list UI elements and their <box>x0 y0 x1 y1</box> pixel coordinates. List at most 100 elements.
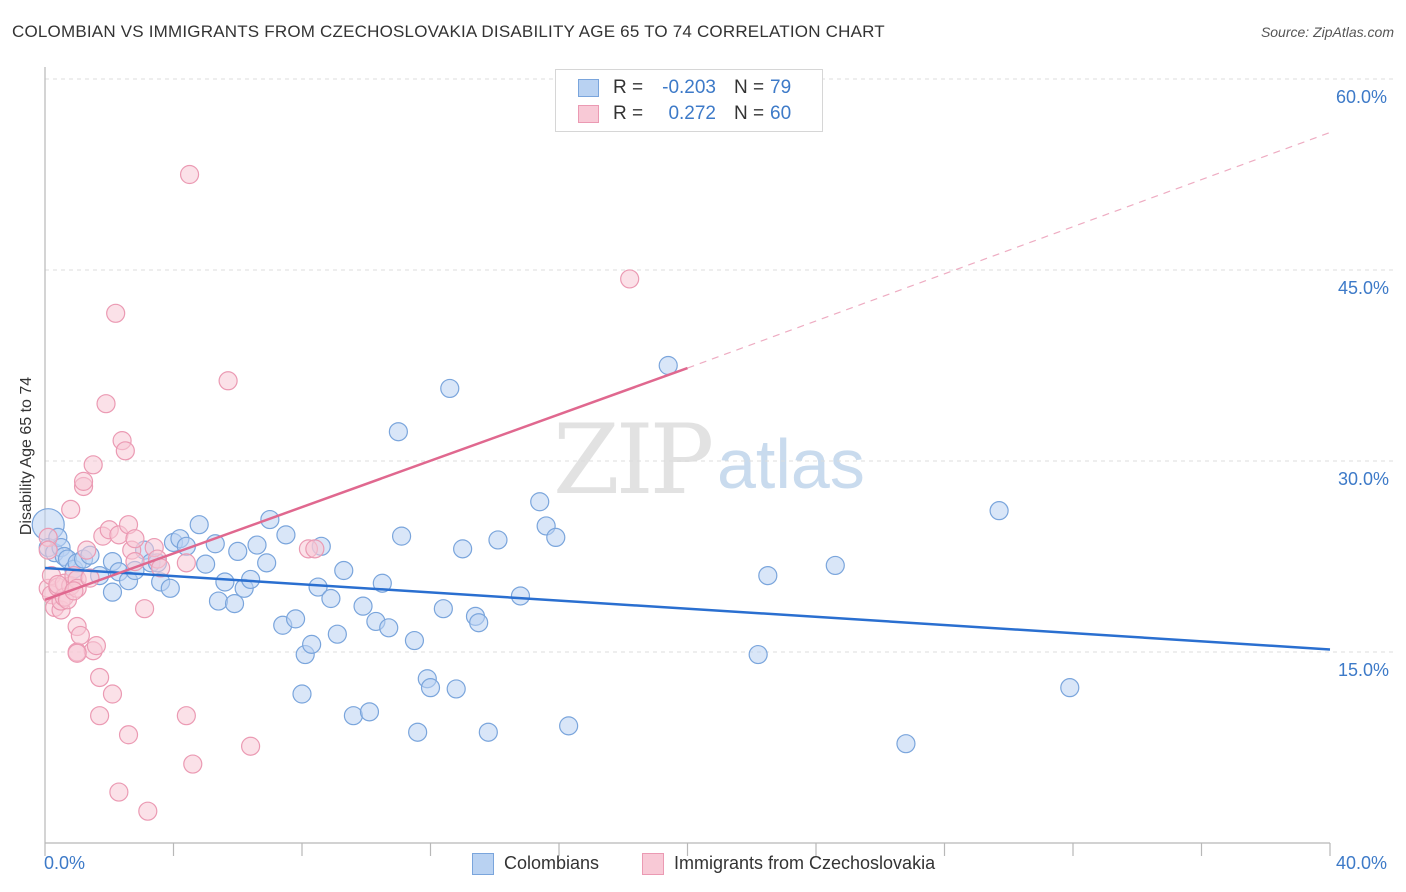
stats-legend: R = -0.203 N = 79 R = 0.272 N = 60 <box>555 69 823 132</box>
colombians-point <box>321 588 341 609</box>
n-value: 60 <box>770 103 792 124</box>
colombians-point <box>276 525 296 545</box>
colombians-point <box>372 573 392 593</box>
colombians-swatch <box>472 853 494 875</box>
czechoslovakia-point <box>38 540 58 560</box>
y-tick-label-15: 15.0% <box>1338 660 1390 680</box>
colombians-point <box>160 578 180 598</box>
colombians-point <box>559 716 579 736</box>
colombians-point <box>469 613 489 633</box>
colombians-point <box>292 684 312 704</box>
colombians-point <box>825 555 845 576</box>
r-label: R = <box>613 77 644 98</box>
source-credit: Source: ZipAtlas.com <box>1260 24 1394 40</box>
colombians-point <box>327 624 347 644</box>
czechoslovakia-point <box>134 599 155 619</box>
n-label: N = <box>734 77 765 98</box>
czechoslovakia-point <box>90 706 110 726</box>
colombians-point <box>1060 678 1080 698</box>
colombians-point <box>343 706 363 726</box>
colombians-point <box>379 618 399 638</box>
y-axis-title: Disability Age 65 to 74 <box>18 376 35 536</box>
colombians-point <box>488 530 508 550</box>
colombians-point <box>257 553 277 573</box>
legend-label: Colombians <box>504 853 600 873</box>
czechoslovakia-point <box>70 625 90 646</box>
colombians-point <box>989 501 1009 521</box>
colombians-swatch <box>578 79 599 97</box>
colombians-point <box>196 554 216 574</box>
colombians-point <box>440 378 460 399</box>
colombians-point <box>510 586 531 606</box>
czechoslovakia-trend-line <box>44 366 688 601</box>
czechoslovakia-point <box>102 684 123 704</box>
colombians-point <box>433 599 453 619</box>
czechoslovakia-point <box>83 455 103 475</box>
n-label: N = <box>734 103 765 124</box>
czechoslovakia-point <box>109 782 129 802</box>
czechoslovakia-point <box>620 269 640 289</box>
colombians-point <box>215 572 235 592</box>
x-tick-label-max: 40.0% <box>1336 853 1388 873</box>
colombians-point <box>102 582 123 602</box>
czechoslovakia-point <box>176 553 196 573</box>
czechoslovakia-point <box>96 394 116 414</box>
colombians-point <box>228 541 248 562</box>
czechoslovakia-point <box>305 539 325 559</box>
colombians-point <box>408 722 428 742</box>
r-label: R = <box>613 103 644 124</box>
colombians-point <box>478 722 498 742</box>
czechoslovakia-swatch <box>642 853 664 875</box>
czechoslovakia-point <box>90 667 110 688</box>
r-value: 0.272 <box>668 103 716 124</box>
colombians-point <box>353 596 373 616</box>
colombians-point <box>530 492 550 512</box>
czechoslovakia-point <box>67 643 87 663</box>
czechoslovakia-point <box>125 529 145 549</box>
czechoslovakia-swatch <box>578 105 599 123</box>
colombians-point <box>446 679 466 699</box>
czechoslovakia-trend-extension <box>687 131 1331 369</box>
colombians-point <box>420 678 441 698</box>
czechoslovakia-point <box>64 581 84 601</box>
colombians-point <box>748 644 768 665</box>
czechoslovakia-point <box>61 499 81 519</box>
czechoslovakia-point <box>183 754 203 774</box>
czechoslovakia-point <box>48 574 68 595</box>
colombians-trend-line <box>44 566 1331 651</box>
colombians-point <box>758 565 778 586</box>
czechoslovakia-point <box>106 303 126 323</box>
colombians-point <box>189 515 209 535</box>
czechoslovakia-point <box>86 636 107 656</box>
czechoslovakia-point <box>118 725 139 745</box>
r-value: -0.203 <box>662 77 716 98</box>
colombians-point <box>391 526 412 546</box>
czechoslovakia-point <box>73 471 94 491</box>
czechoslovakia-point <box>115 441 135 461</box>
czechoslovakia-point <box>179 164 200 185</box>
x-tick-label-min: 0.0% <box>44 853 86 873</box>
chart-title: COLOMBIAN VS IMMIGRANTS FROM CZECHOSLOVA… <box>12 22 885 41</box>
colombians-point <box>404 630 425 651</box>
colombians-point <box>896 734 916 754</box>
colombians-point <box>334 560 354 581</box>
czechoslovakia-point <box>241 736 261 756</box>
colombians-point <box>247 535 267 555</box>
czechoslovakia-point <box>138 801 158 821</box>
y-tick-label-60: 60.0% <box>1336 87 1388 107</box>
colombians-point <box>388 422 408 442</box>
colombians-point <box>359 702 380 722</box>
czechoslovakia-point <box>176 706 196 726</box>
colombians-point <box>546 527 566 548</box>
watermark-zip: ZIP <box>553 404 714 516</box>
colombians-point <box>224 594 245 614</box>
colombians-point <box>208 591 229 611</box>
colombians-point <box>285 609 306 629</box>
colombians-point <box>302 634 322 654</box>
czechoslovakia-point <box>218 371 238 391</box>
y-tick-label-30: 30.0% <box>1338 469 1390 489</box>
y-tick-label-45: 45.0% <box>1338 278 1390 298</box>
n-value: 79 <box>770 77 792 98</box>
legend-label: Immigrants from Czechoslovakia <box>674 853 936 873</box>
